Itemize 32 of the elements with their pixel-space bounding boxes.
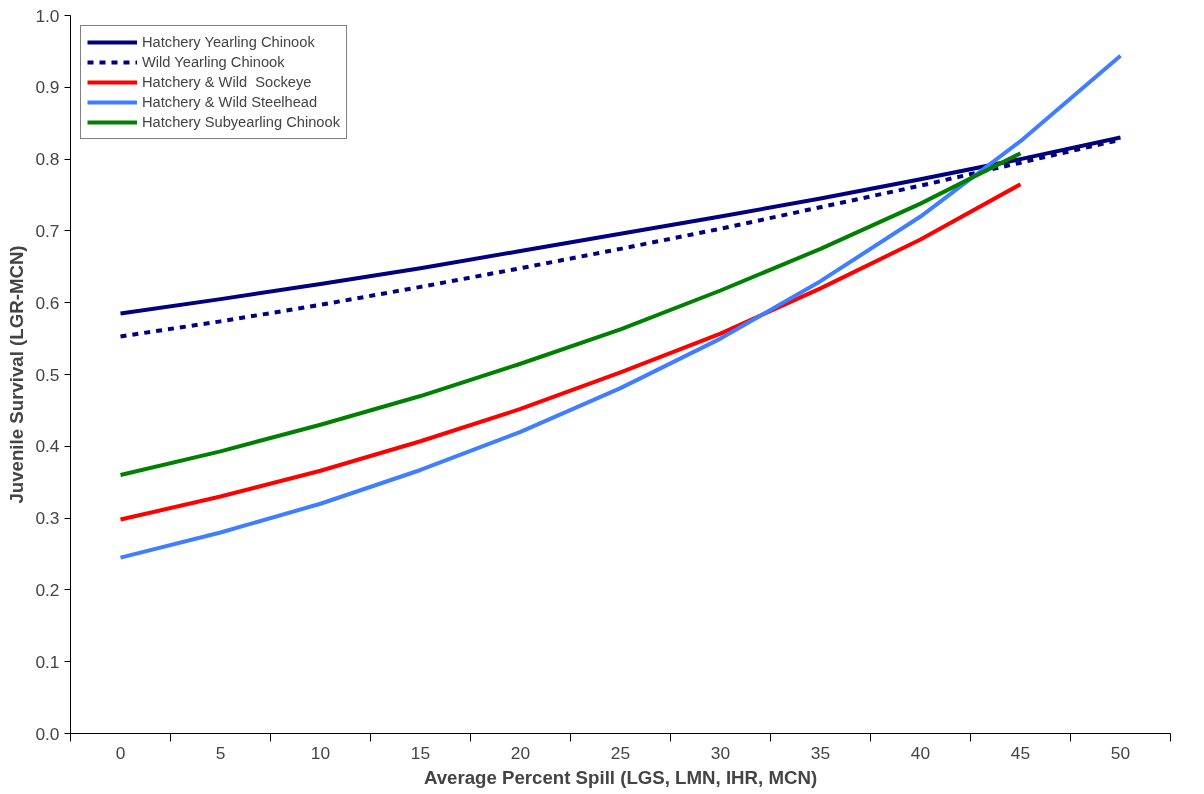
legend-label: Hatchery & Wild Sockeye (142, 74, 312, 90)
y-axis-title: Juvenile Survival (LGR-MCN) (6, 245, 28, 504)
x-tick-label: 35 (810, 742, 831, 763)
y-tick-label: 0.5 (35, 364, 60, 385)
y-tick-label: 1.0 (35, 5, 60, 26)
line-series (118, 151, 1023, 478)
x-tick-label: 25 (610, 742, 631, 763)
y-tick-label: 0.6 (35, 292, 60, 313)
x-tick-label: 30 (710, 742, 731, 763)
y-tick-label: 0.9 (35, 77, 60, 98)
x-tick-label: 0 (115, 742, 126, 763)
legend-label: Hatchery & Wild Steelhead (142, 94, 318, 110)
line-series (118, 182, 1023, 522)
y-tick-label: 0.7 (35, 220, 60, 241)
x-tick-label: 40 (910, 742, 931, 763)
y-tick-label: 0.3 (35, 508, 60, 529)
x-tick-label: 45 (1010, 742, 1031, 763)
x-tick-label: 15 (410, 742, 431, 763)
x-tick-label: 20 (510, 742, 531, 763)
x-axis-title: Average Percent Spill (LGS, LMN, IHR, MCN) (423, 766, 818, 788)
y-tick-label: 0.1 (35, 651, 60, 672)
line-series (118, 53, 1123, 560)
y-tick-label: 0.0 (35, 723, 60, 744)
x-tick-label: 50 (1110, 742, 1131, 763)
legend-label: Wild Yearling Chinook (142, 54, 285, 70)
y-tick-label: 0.8 (35, 149, 60, 170)
x-tick-label: 5 (215, 742, 226, 763)
legend-label: Hatchery Subyearling Chinook (142, 114, 340, 130)
y-tick-label: 0.2 (35, 579, 60, 600)
y-tick-label: 0.4 (35, 436, 60, 457)
x-tick-label: 10 (310, 742, 331, 763)
legend-label: Hatchery Yearling Chinook (142, 34, 315, 50)
